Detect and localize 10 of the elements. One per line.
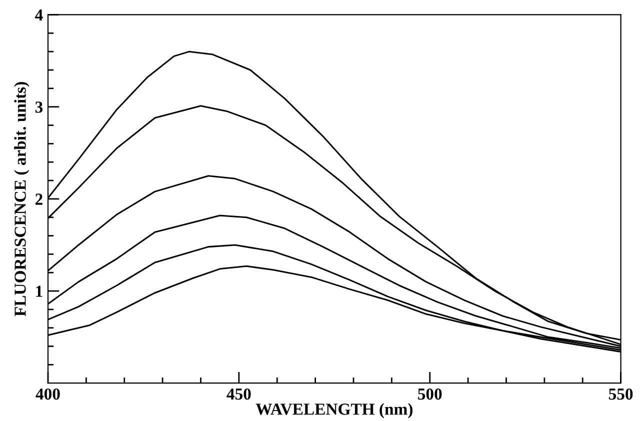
y-tick-label: 3 bbox=[35, 102, 43, 113]
x-tick-label: 450 bbox=[226, 388, 251, 400]
x-axis-title: WAVELENGTH (nm) bbox=[256, 403, 412, 418]
x-tick-label: 500 bbox=[418, 388, 442, 400]
x-tick-label: 400 bbox=[36, 388, 60, 400]
y-tick-label: 4 bbox=[35, 10, 43, 21]
y-tick-label: 2 bbox=[36, 194, 42, 205]
y-axis-title: FLUORESCENCE ( arbit. units) bbox=[14, 82, 30, 316]
y-tick-label: 1 bbox=[36, 286, 42, 297]
x-tick-label: 550 bbox=[608, 388, 633, 400]
